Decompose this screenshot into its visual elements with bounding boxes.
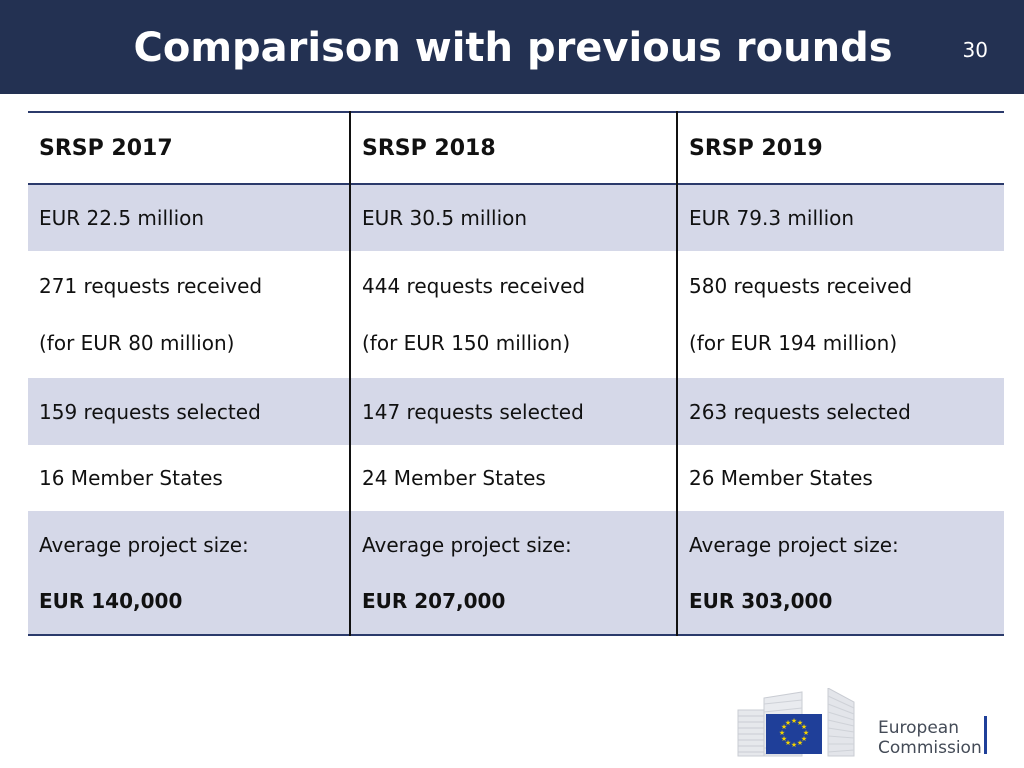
svg-text:★: ★ bbox=[801, 723, 807, 731]
member-states-cell: 24 Member States bbox=[349, 445, 677, 511]
table-row: Average project size: EUR 140,000 Averag… bbox=[28, 511, 1004, 635]
page-number: 30 bbox=[962, 38, 988, 62]
svg-text:★: ★ bbox=[797, 719, 803, 727]
svg-text:★: ★ bbox=[781, 723, 787, 731]
svg-text:★: ★ bbox=[803, 729, 809, 737]
comparison-table: SRSP 2017 SRSP 2018 SRSP 2019 EUR 22.5 m… bbox=[28, 111, 1004, 636]
logo-divider bbox=[984, 716, 987, 754]
avg-size-value: EUR 207,000 bbox=[362, 588, 506, 613]
requests-amount: (for EUR 80 million) bbox=[39, 331, 235, 355]
funding-cell: EUR 22.5 million bbox=[39, 206, 205, 230]
table-row: 159 requests selected 147 requests selec… bbox=[28, 378, 1004, 445]
requests-amount: (for EUR 150 million) bbox=[362, 331, 571, 355]
column-header: SRSP 2017 bbox=[39, 135, 173, 161]
requests-amount: (for EUR 194 million) bbox=[689, 331, 898, 355]
avg-size-value: EUR 303,000 bbox=[689, 588, 833, 613]
slide-header: Comparison with previous rounds 30 bbox=[0, 0, 1024, 94]
avg-size-cell: Average project size: EUR 140,000 bbox=[28, 511, 350, 635]
avg-size-cell: Average project size: EUR 303,000 bbox=[676, 511, 1004, 635]
requests-cell: 271 requests received (for EUR 80 millio… bbox=[28, 251, 350, 378]
logo-line-commission: Commission bbox=[878, 738, 982, 758]
avg-size-cell: Average project size: EUR 207,000 bbox=[349, 511, 677, 635]
selected-cell: 263 requests selected bbox=[676, 378, 1004, 445]
column-header: SRSP 2019 bbox=[676, 112, 1004, 184]
svg-text:★: ★ bbox=[801, 735, 807, 743]
avg-size-label: Average project size: bbox=[362, 532, 572, 557]
member-states-cell: 16 Member States bbox=[39, 466, 223, 490]
table-row: EUR 22.5 million EUR 30.5 million EUR 79… bbox=[28, 184, 1004, 251]
funding-cell: EUR 30.5 million bbox=[349, 184, 677, 251]
requests-cell: 580 requests received (for EUR 194 milli… bbox=[676, 251, 1004, 378]
avg-size-label: Average project size: bbox=[39, 532, 249, 557]
requests-received: 580 requests received bbox=[689, 274, 913, 298]
selected-cell: 147 requests selected bbox=[349, 378, 677, 445]
slide-title: Comparison with previous rounds bbox=[133, 25, 893, 71]
selected-cell: 159 requests selected bbox=[39, 399, 261, 424]
member-states-cell: 26 Member States bbox=[676, 445, 1004, 511]
table-header-row: SRSP 2017 SRSP 2018 SRSP 2019 bbox=[28, 112, 1004, 184]
avg-size-label: Average project size: bbox=[689, 532, 899, 557]
table-row: 16 Member States 24 Member States 26 Mem… bbox=[28, 445, 1004, 511]
european-commission-logo: ★ ★ ★ ★ ★ ★ ★ ★ ★ ★ ★ ★ bbox=[737, 688, 987, 757]
table-row: 271 requests received (for EUR 80 millio… bbox=[28, 251, 1004, 378]
svg-text:★: ★ bbox=[791, 741, 797, 749]
requests-received: 271 requests received bbox=[39, 274, 263, 298]
requests-cell: 444 requests received (for EUR 150 milli… bbox=[349, 251, 677, 378]
logo-wordmark: European Commission bbox=[878, 718, 982, 758]
svg-text:★: ★ bbox=[797, 739, 803, 747]
requests-received: 444 requests received bbox=[362, 274, 586, 298]
column-header: SRSP 2018 bbox=[349, 112, 677, 184]
funding-cell: EUR 79.3 million bbox=[676, 184, 1004, 251]
svg-text:★: ★ bbox=[785, 739, 791, 747]
eu-flag-icon: ★ ★ ★ ★ ★ ★ ★ ★ ★ ★ ★ ★ bbox=[766, 714, 822, 754]
svg-text:★: ★ bbox=[781, 735, 787, 743]
avg-size-value: EUR 140,000 bbox=[39, 588, 183, 613]
svg-text:★: ★ bbox=[779, 729, 785, 737]
logo-line-european: European bbox=[878, 718, 959, 738]
svg-text:★: ★ bbox=[791, 717, 797, 725]
svg-text:★: ★ bbox=[785, 719, 791, 727]
